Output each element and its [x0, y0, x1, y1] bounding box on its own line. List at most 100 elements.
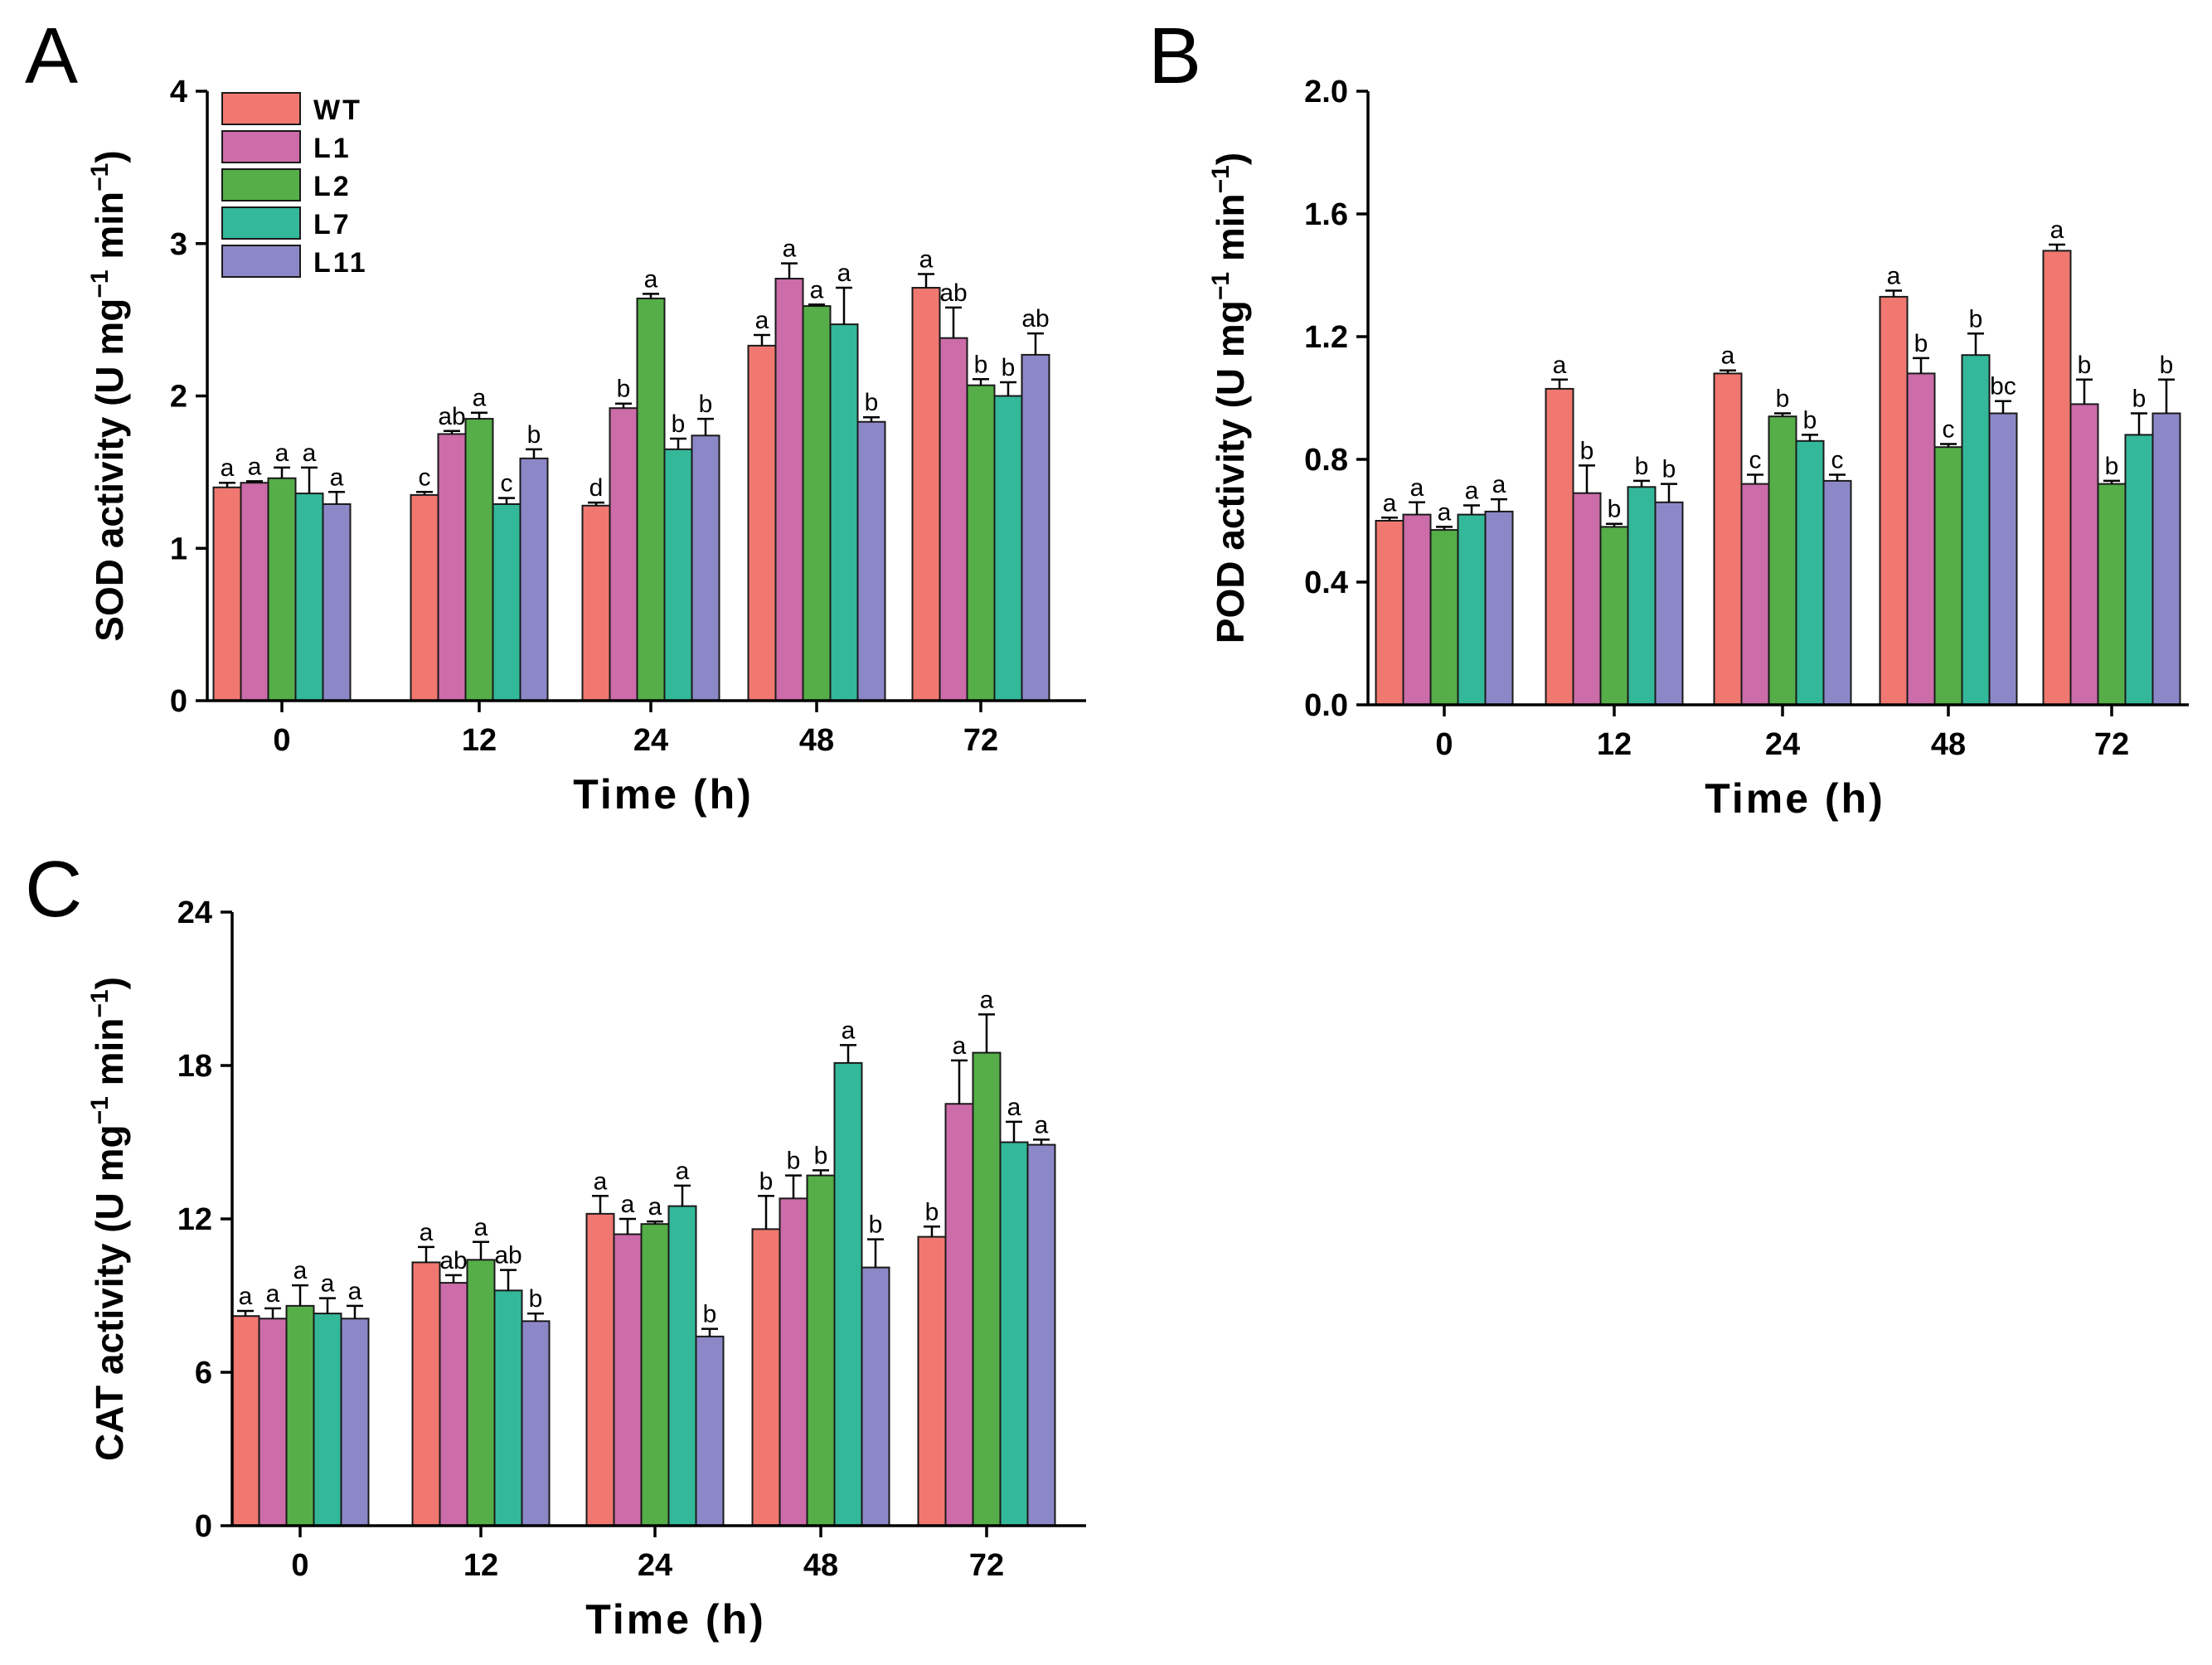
legend-swatch-L1: [221, 130, 301, 163]
significance-letter: b: [814, 1142, 828, 1169]
bar-L11-72: [2151, 412, 2181, 706]
significance-letter: b: [617, 376, 631, 403]
bar-L2-48: [802, 305, 832, 701]
significance-letter: b: [869, 1211, 883, 1239]
bar-WT-72: [917, 1235, 947, 1527]
significance-letter: a: [1035, 1111, 1049, 1138]
bar-L1-24: [609, 407, 638, 701]
bar-L7-0: [1457, 513, 1487, 706]
bar-L11-12: [521, 1320, 551, 1527]
x-tick-label: 48: [799, 723, 834, 758]
bar-WT-12: [411, 1261, 441, 1527]
x-tick-label: 24: [1765, 727, 1800, 762]
significance-letter: a: [1383, 489, 1397, 517]
bar-L2-12: [466, 1259, 496, 1527]
bar-L2-24: [640, 1223, 670, 1527]
significance-letter: b: [1969, 305, 1983, 333]
significance-letter: b: [1803, 406, 1817, 434]
x-tick-label: 24: [638, 1548, 672, 1583]
significance-letter: a: [1465, 478, 1479, 505]
significance-letter: b: [699, 391, 713, 418]
bar-L7-48: [829, 323, 859, 701]
bar-L11-12: [519, 457, 549, 702]
bar-WT-0: [212, 486, 242, 701]
significance-letter: c: [1831, 447, 1844, 474]
significance-letter: a: [676, 1158, 690, 1185]
bar-L2-0: [267, 477, 297, 701]
bar-WT-72: [911, 287, 941, 701]
significance-letter: c: [1749, 447, 1762, 474]
bar-L1-48: [774, 278, 804, 701]
significance-letter: a: [266, 1280, 280, 1308]
bar-L7-24: [663, 448, 693, 701]
significance-letter: a: [953, 1032, 967, 1060]
bar-L1-0: [240, 482, 269, 701]
bar-L1-0: [258, 1318, 288, 1527]
significance-letter: a: [842, 1017, 856, 1044]
panel-letter: A: [25, 12, 78, 100]
significance-letter: a: [644, 265, 658, 293]
significance-letter: b: [1608, 496, 1622, 523]
x-tick-label: 12: [1597, 727, 1632, 762]
bar-L1-48: [779, 1197, 808, 1527]
significance-letter: b: [527, 421, 541, 449]
significance-letter: a: [239, 1283, 253, 1310]
bar-L2-12: [1599, 526, 1629, 706]
panel-letter: B: [1148, 12, 1201, 100]
bar-WT-0: [1375, 520, 1404, 706]
x-tick-label: 12: [463, 1548, 498, 1583]
bar-L1-12: [1572, 492, 1602, 706]
significance-letter: b: [1580, 437, 1594, 464]
bar-L11-12: [1654, 501, 1684, 706]
x-tick-label: 0: [291, 1548, 308, 1583]
significance-letter: c: [419, 464, 431, 491]
bar-L2-72: [972, 1051, 1002, 1527]
significance-letter: a: [321, 1270, 335, 1298]
significance-letter: a: [473, 385, 487, 412]
y-tick-label: 1.6: [1304, 197, 1348, 232]
bar-L7-24: [667, 1205, 697, 1527]
bar-WT-48: [747, 344, 777, 701]
bar-L2-24: [636, 297, 666, 701]
legend-swatch-L2: [221, 168, 301, 201]
bar-L2-48: [1933, 446, 1963, 706]
significance-letter: b: [1635, 453, 1649, 480]
bar-L1-72: [939, 337, 968, 701]
bar-L1-48: [1906, 372, 1936, 706]
significance-letter: ab: [939, 279, 967, 307]
significance-letter: b: [1776, 386, 1790, 413]
bar-L2-72: [2097, 483, 2127, 706]
bar-WT-48: [751, 1228, 781, 1527]
bar-L7-12: [492, 502, 521, 702]
y-tick-label: 12: [177, 1202, 212, 1237]
significance-letter: ab: [438, 403, 465, 430]
x-axis-title: Time (h): [1705, 775, 1885, 822]
significance-letter: a: [2050, 216, 2064, 244]
bar-L7-72: [993, 395, 1023, 701]
bar-L1-12: [439, 1282, 468, 1527]
y-axis-title: CAT activity (U mg−1 min−1): [86, 977, 131, 1461]
legend-label-WT: WT: [313, 95, 362, 126]
bar-L7-72: [999, 1141, 1029, 1527]
bar-L7-48: [1961, 354, 1991, 706]
bar-L11-48: [861, 1266, 890, 1527]
y-tick-label: 3: [170, 227, 187, 262]
significance-letter: b: [672, 410, 686, 438]
bar-L7-12: [1627, 486, 1657, 706]
significance-letter: b: [787, 1148, 801, 1175]
bar-L7-48: [833, 1061, 863, 1527]
x-tick-label: 48: [1931, 727, 1966, 762]
y-tick-label: 0: [170, 684, 187, 719]
bar-WT-24: [581, 504, 611, 701]
bar-WT-0: [230, 1315, 260, 1527]
y-tick-label: 2: [170, 380, 187, 415]
significance-letter: b: [2132, 386, 2147, 413]
bar-L7-12: [493, 1289, 523, 1527]
significance-letter: a: [293, 1257, 308, 1284]
significance-letter: b: [1662, 456, 1676, 483]
significance-letter: b: [2078, 352, 2092, 379]
significance-letter: ab: [1021, 305, 1049, 333]
bar-L2-0: [1429, 529, 1459, 706]
